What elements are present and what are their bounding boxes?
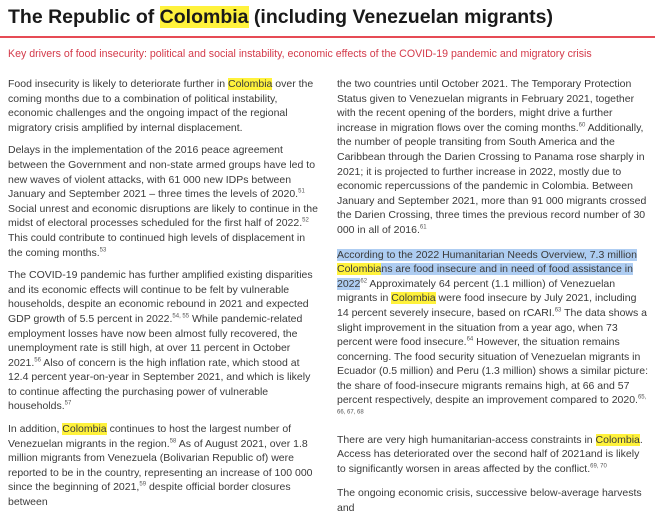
title-divider <box>0 36 655 38</box>
paragraph: In addition, Colombia continues to host … <box>8 423 313 509</box>
page-title: The Republic of Colombia (including Vene… <box>8 6 553 28</box>
search-highlight: Colombia <box>595 433 640 446</box>
key-drivers-subtitle: Key drivers of food insecurity: politica… <box>8 48 592 60</box>
paragraph: According to the 2022 Humanitarian Needs… <box>337 248 649 416</box>
left-column: Food insecurity is likely to deteriorate… <box>8 77 320 518</box>
footnote-ref: 58 <box>169 438 177 445</box>
paragraph: Food insecurity is likely to deteriorate… <box>8 78 314 134</box>
footnote-ref: 59 <box>139 481 147 488</box>
footnote-ref: 69, 70 <box>590 463 607 470</box>
search-highlight: Colombia <box>391 292 436 305</box>
paragraph: There are very high humanitarian-access … <box>337 433 643 475</box>
footnote-ref: 65, 66, 67, 68 <box>337 394 647 416</box>
search-highlight: Colombia <box>337 263 382 276</box>
footnote-ref: 54, 55 <box>172 313 190 320</box>
text-selection[interactable]: According to the 2022 Humanitarian Needs… <box>337 248 637 290</box>
footnote-ref: 51 <box>298 188 305 195</box>
paragraph: The ongoing economic crisis, successive … <box>337 487 642 515</box>
footnote-ref: 60 <box>578 122 586 129</box>
footnote-ref: 61 <box>419 224 427 231</box>
footnote-ref: 62 <box>360 278 368 285</box>
footnote-ref: 63 <box>554 307 562 314</box>
footnote-ref: 57 <box>64 400 72 407</box>
document-page: The Republic of Colombia (including Vene… <box>0 6 655 514</box>
search-highlight: Colombia <box>228 78 273 90</box>
footnote-ref: 64 <box>466 336 474 343</box>
right-column: the two countries until October 2021. Th… <box>337 77 649 524</box>
footnote-ref: 52 <box>302 217 309 224</box>
paragraph: the two countries until October 2021. Th… <box>337 78 647 236</box>
paragraph: The COVID-19 pandemic has further amplif… <box>8 269 313 413</box>
paragraph: Delays in the implementation of the 2016… <box>8 144 318 259</box>
search-highlight: Colombia <box>62 423 107 436</box>
search-highlight: Colombia <box>159 6 249 28</box>
footnote-ref: 56 <box>34 357 41 364</box>
footnote-ref: 53 <box>99 247 107 254</box>
